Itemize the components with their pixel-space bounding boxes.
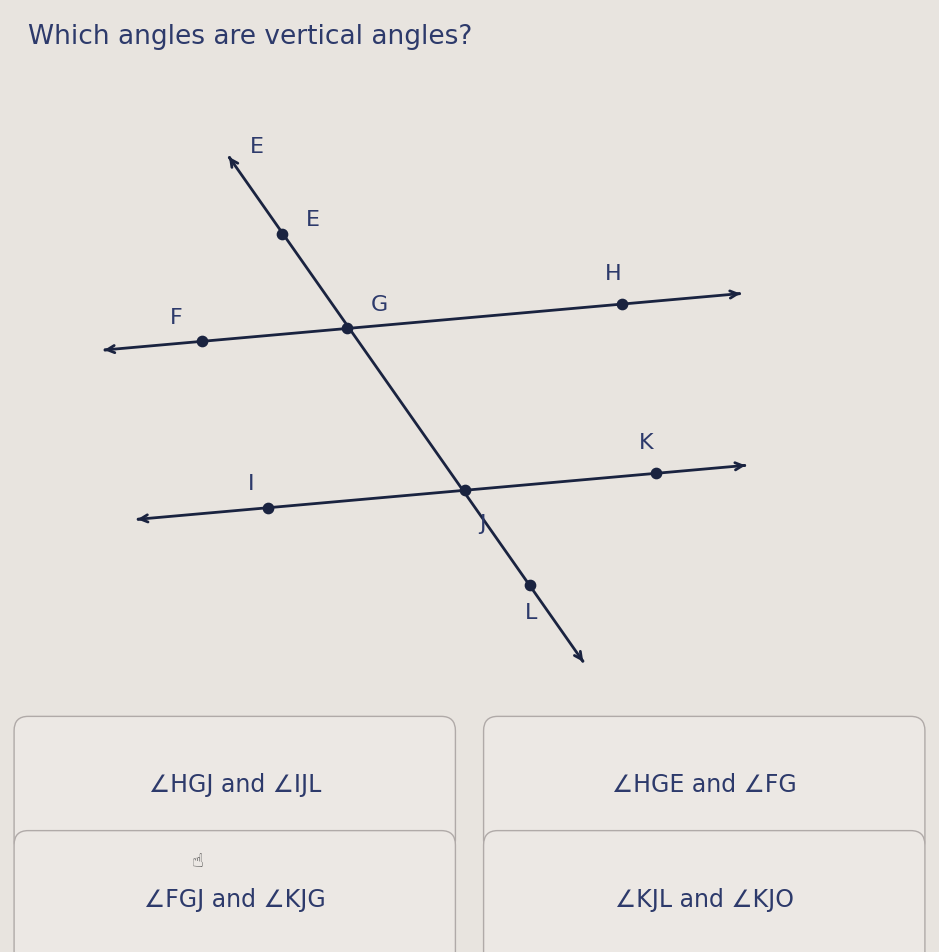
- Text: J: J: [479, 513, 485, 534]
- Text: K: K: [639, 433, 654, 453]
- FancyBboxPatch shape: [14, 830, 455, 952]
- Text: H: H: [605, 264, 622, 284]
- Text: Which angles are vertical angles?: Which angles are vertical angles?: [28, 24, 472, 50]
- Text: I: I: [248, 474, 254, 494]
- Point: [275, 227, 290, 242]
- Point: [457, 483, 472, 498]
- FancyBboxPatch shape: [484, 830, 925, 952]
- Point: [522, 577, 537, 592]
- FancyBboxPatch shape: [14, 716, 455, 855]
- Text: ∠HGE and ∠FG: ∠HGE and ∠FG: [612, 773, 796, 798]
- Text: ☝: ☝: [192, 852, 203, 871]
- Point: [615, 296, 630, 311]
- Point: [340, 321, 355, 336]
- FancyBboxPatch shape: [484, 716, 925, 855]
- Text: ∠HGJ and ∠IJL: ∠HGJ and ∠IJL: [148, 773, 321, 798]
- Text: F: F: [170, 307, 183, 327]
- Text: L: L: [525, 604, 538, 624]
- Text: G: G: [371, 294, 388, 315]
- Text: ∠FGJ and ∠KJG: ∠FGJ and ∠KJG: [144, 887, 326, 912]
- Point: [648, 466, 663, 481]
- Text: ∠KJL and ∠KJO: ∠KJL and ∠KJO: [615, 887, 793, 912]
- Text: E: E: [250, 137, 264, 157]
- Point: [194, 334, 209, 349]
- Point: [261, 500, 276, 515]
- Text: E: E: [306, 209, 320, 229]
